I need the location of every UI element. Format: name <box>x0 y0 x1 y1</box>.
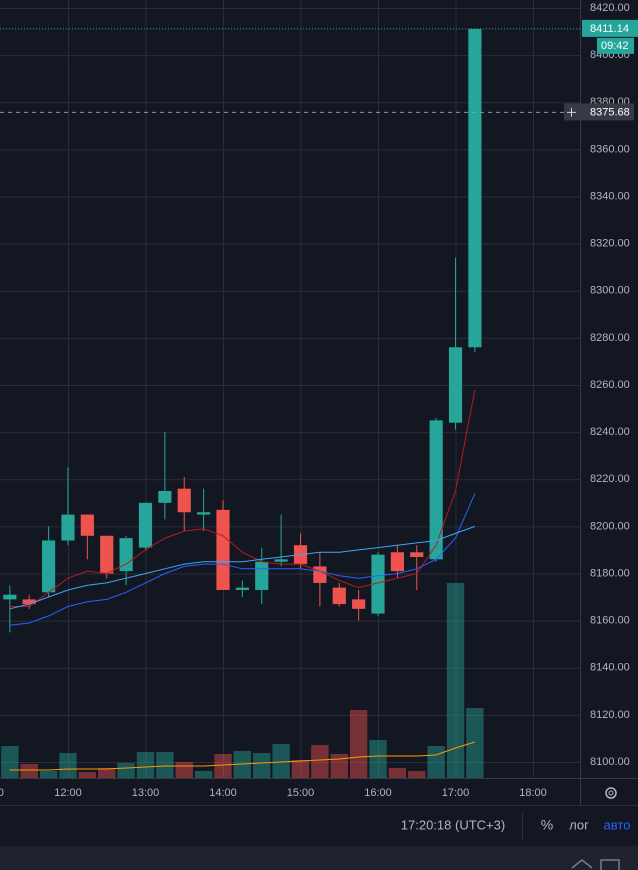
y-tick-label: 8420.00 <box>590 2 630 14</box>
volume-bar <box>194 771 213 778</box>
candle-body <box>119 538 133 572</box>
candle-body <box>448 347 463 423</box>
countdown-label: 09:42 <box>601 40 629 52</box>
ma-line <box>9 525 476 610</box>
volume-bar <box>466 708 484 778</box>
x-tick-label: 18:00 <box>519 787 547 799</box>
crosshair-plus <box>567 107 576 117</box>
y-tick-label: 8300.00 <box>590 285 630 297</box>
volume-bar <box>136 752 155 778</box>
y-tick-label: 8260.00 <box>590 379 630 391</box>
ma-line <box>9 389 476 607</box>
collapse-icon[interactable] <box>571 859 593 869</box>
candle-body <box>100 535 114 574</box>
y-tick-label: 8120.00 <box>590 709 630 721</box>
y-tick-label: 8160.00 <box>590 615 630 627</box>
y-tick-label: 8340.00 <box>590 190 630 202</box>
volume-bar <box>39 771 58 778</box>
candle-body <box>429 420 443 560</box>
price-group <box>0 28 580 633</box>
x-tick-label: 17:00 <box>442 787 470 799</box>
candle-body <box>313 566 327 583</box>
volume-bar <box>253 753 271 778</box>
y-tick-label: 8180.00 <box>590 567 630 579</box>
volume-bar <box>175 762 193 778</box>
candle-body <box>42 540 56 593</box>
volume-bar <box>98 768 116 778</box>
candle-body <box>158 491 172 503</box>
candle-body <box>255 561 269 590</box>
x-tick-label: 11:00 <box>0 787 4 799</box>
x-tick-label: 14:00 <box>209 787 237 799</box>
bottom-toolbar <box>0 846 638 870</box>
candle-body <box>235 587 249 590</box>
axis-group: 8100.00 8120.00 8140.00 8160.00 8180.00 8200.… <box>0 2 638 799</box>
volume-bar <box>369 740 387 778</box>
candle-body <box>332 587 346 605</box>
last-price-box <box>582 19 638 37</box>
volume-bar <box>272 744 290 778</box>
candle-body <box>22 599 36 605</box>
crosshair-label: 8375.68 <box>590 106 630 118</box>
candle-body <box>80 514 94 536</box>
y-tick-label: 8140.00 <box>590 662 630 674</box>
volume-bar <box>1 746 19 778</box>
grid-group <box>0 0 580 778</box>
volume-bar <box>446 583 465 778</box>
volume-bar <box>214 754 232 778</box>
volume-bar <box>311 745 329 778</box>
volume-bar <box>117 763 135 778</box>
settings-core[interactable] <box>608 790 614 796</box>
countdown-box <box>597 37 634 54</box>
y-tick-label: 8220.00 <box>590 473 630 485</box>
volume-bar <box>59 753 77 778</box>
y-tick-label: 8360.00 <box>590 143 630 155</box>
x-tick-label: 12:00 <box>54 787 82 799</box>
candle-body <box>371 554 385 614</box>
volume-bar <box>408 771 426 778</box>
candle-body <box>352 599 366 609</box>
volume-bar <box>330 754 348 778</box>
candle-body <box>3 594 17 600</box>
crosshair-box <box>564 103 634 121</box>
x-tick-label: 16:00 <box>364 787 392 799</box>
candle-body <box>274 559 288 562</box>
volume-group <box>1 583 484 778</box>
settings-gear[interactable] <box>605 787 617 799</box>
volume-bar <box>78 772 97 778</box>
volume-bar <box>156 752 174 778</box>
candle-body <box>216 509 230 590</box>
y-tick-label: 8280.00 <box>590 332 630 344</box>
candle-body <box>468 28 482 348</box>
y-tick-label: 8240.00 <box>590 426 630 438</box>
candle-body <box>410 552 424 557</box>
y-tick-label: 8100.00 <box>590 756 630 768</box>
candle-body <box>197 512 211 515</box>
candle-body <box>390 552 404 572</box>
candle-body <box>138 502 153 548</box>
volume-ma-line <box>9 741 476 771</box>
percent-button[interactable]: % <box>541 817 553 833</box>
clock: 17:20:18 (UTC+3) <box>401 817 505 832</box>
candle-body <box>177 488 191 513</box>
candle-body <box>61 514 75 541</box>
volume-bar <box>388 768 407 778</box>
last-price-label: 8411.14 <box>590 23 629 35</box>
maximize-icon[interactable] <box>600 859 620 870</box>
auto-button[interactable]: авто <box>604 817 631 832</box>
volume-bar <box>427 746 445 778</box>
y-tick-label: 8320.00 <box>590 238 630 250</box>
ma-line <box>9 493 476 626</box>
settings-icon[interactable] <box>605 787 617 799</box>
volume-bar <box>20 764 38 778</box>
x-tick-label: 13:00 <box>132 787 160 799</box>
x-tick-label: 15:00 <box>287 787 315 799</box>
volume-bar <box>349 710 368 778</box>
log-button[interactable]: лог <box>569 817 589 832</box>
volume-bar <box>291 760 310 778</box>
y-tick-label: 8200.00 <box>590 520 630 532</box>
